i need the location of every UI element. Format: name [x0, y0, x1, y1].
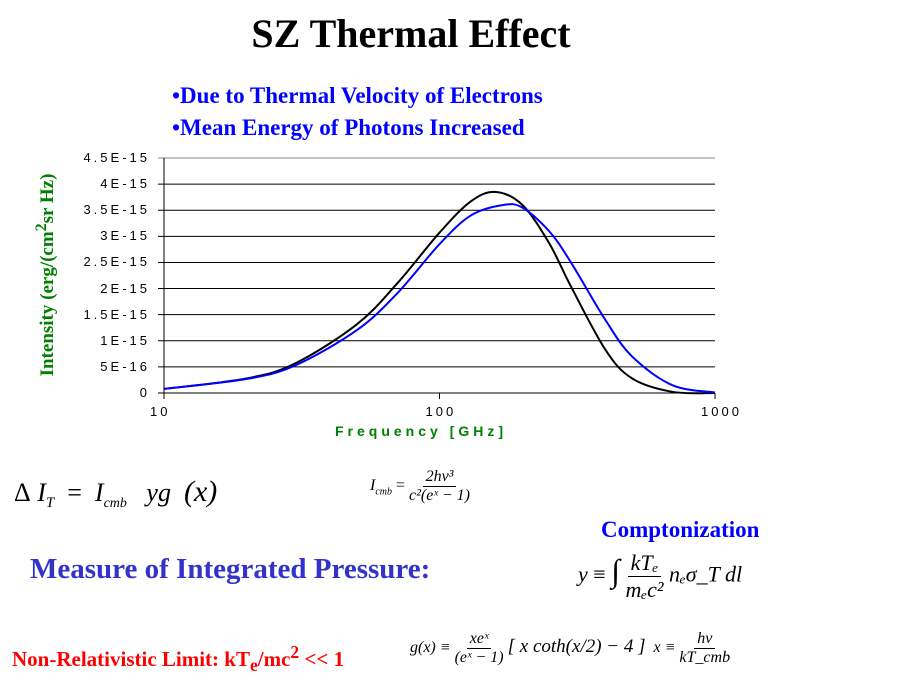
y-tick-label: 3.5E-15: [83, 202, 150, 218]
bullet-1: •Due to Thermal Velocity of Electrons: [172, 83, 543, 108]
non-relativistic-limit: Non-Relativistic Limit: kTe/mc2 << 1: [12, 642, 344, 676]
y-num: kTₑ: [627, 550, 662, 577]
icmb-sub: cmb: [375, 486, 392, 498]
x-fraction: hν kT_cmb: [679, 630, 730, 667]
x-den: kT_cmb: [679, 649, 731, 666]
y-den: mₑc²: [625, 577, 664, 602]
y-var: y: [578, 561, 588, 587]
x-def: x ≡: [653, 639, 676, 657]
equation-delta-i: Δ IT = Icmb yg (x): [14, 475, 217, 512]
y-tick-label: 3E-15: [100, 228, 150, 244]
integral-sign: ∫: [611, 552, 620, 589]
x-tick-label: 1000: [701, 404, 742, 419]
eq-x: (x): [183, 475, 218, 508]
y-tick-label: 4.5E-15: [83, 150, 150, 165]
nonrel-text1: Non-Relativistic Limit: kT: [12, 647, 250, 671]
y-fraction: kTₑ mₑc²: [625, 550, 663, 603]
x-num: hν: [694, 630, 716, 649]
eq-t: T: [45, 495, 55, 512]
series-line-sz-distorted: [163, 203, 716, 394]
series-line-cmb: [163, 190, 716, 395]
chart: [158, 157, 716, 399]
y-tick-label: 1E-15: [100, 332, 150, 348]
g-bracket: [ x coth(x/2) − 4 ]: [507, 636, 646, 658]
eq-delta: Δ: [14, 478, 31, 507]
y-tick-label: 1.5E-15: [83, 306, 150, 322]
x-axis-label: Frequency [GHz]: [335, 423, 508, 439]
measure-heading: Measure of Integrated Pressure:: [30, 553, 431, 585]
y-tick-label: 4E-15: [100, 176, 150, 192]
x-tick-label: 100: [425, 404, 457, 419]
nonrel-text2: /mc: [257, 647, 291, 671]
y-tick-label: 2.5E-15: [83, 254, 150, 270]
nonrel-text3: << 1: [299, 647, 345, 671]
nonrel-sub: e: [249, 655, 258, 676]
y-equiv: ≡: [593, 561, 606, 587]
equation-icmb: Icmb = 2hν³ c²(eˣ − 1): [370, 468, 470, 505]
slide-title: SZ Thermal Effect: [251, 11, 571, 56]
eq-i2: I: [94, 478, 104, 507]
eq-equals: =: [67, 478, 82, 507]
g-den: (eˣ − 1): [454, 649, 504, 666]
g-fraction: xeˣ (eˣ − 1): [455, 630, 504, 667]
y-rest: nₑσ_T dl: [668, 561, 743, 587]
eq-yg: yg: [146, 478, 171, 507]
eq-cmb: cmb: [103, 496, 127, 512]
nonrel-sup: 2: [290, 642, 300, 662]
icmb-num: 2hν³: [422, 468, 457, 487]
equation-y: y ≡ ∫ kTₑ mₑc² nₑσ_T dl: [578, 550, 742, 603]
y-tick-label: 5E-16: [100, 358, 150, 374]
x-tick-label: 10: [150, 404, 171, 419]
icmb-i: I: [370, 477, 376, 495]
g-num: xeˣ: [466, 630, 492, 649]
y-tick-label: 2E-15: [100, 280, 150, 296]
icmb-fraction: 2hν³ c²(eˣ − 1): [409, 468, 470, 505]
equation-g: g(x) ≡ xeˣ (eˣ − 1) [ x coth(x/2) − 4 ] x…: [410, 630, 730, 667]
g-lhs: g(x) ≡: [410, 639, 451, 657]
eq-i: I: [37, 478, 46, 507]
y-tick-label: 0: [139, 385, 150, 400]
icmb-eq: =: [396, 477, 406, 495]
bullet-2: •Mean Energy of Photons Increased: [172, 115, 525, 140]
icmb-den: c²(eˣ − 1): [409, 487, 470, 504]
comptonization-heading: Comptonization: [601, 517, 760, 542]
